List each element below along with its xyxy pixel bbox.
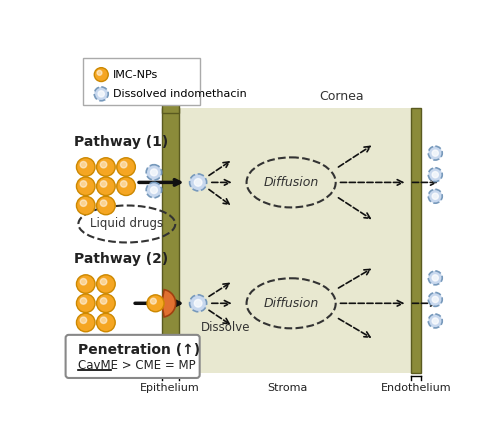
Circle shape xyxy=(76,196,95,215)
Circle shape xyxy=(80,200,86,206)
Circle shape xyxy=(94,68,108,81)
Text: Diffusion: Diffusion xyxy=(264,297,319,310)
Circle shape xyxy=(80,278,86,285)
FancyBboxPatch shape xyxy=(82,57,200,105)
Bar xyxy=(411,108,420,373)
Circle shape xyxy=(117,158,136,176)
Circle shape xyxy=(432,296,438,303)
Circle shape xyxy=(80,298,86,304)
Circle shape xyxy=(80,181,86,187)
Bar xyxy=(162,101,179,113)
Text: Penetration (↑): Penetration (↑) xyxy=(78,343,200,357)
Circle shape xyxy=(428,293,442,306)
Circle shape xyxy=(432,171,438,178)
Circle shape xyxy=(76,158,95,176)
Circle shape xyxy=(100,200,107,206)
Circle shape xyxy=(432,150,438,156)
Circle shape xyxy=(96,177,115,195)
Circle shape xyxy=(117,177,136,195)
Bar xyxy=(162,108,420,373)
Circle shape xyxy=(96,275,115,293)
Circle shape xyxy=(76,275,95,293)
Circle shape xyxy=(432,193,438,199)
Circle shape xyxy=(194,300,202,307)
Wedge shape xyxy=(162,290,175,317)
Circle shape xyxy=(96,196,115,215)
Circle shape xyxy=(190,295,206,312)
Circle shape xyxy=(432,318,438,324)
Circle shape xyxy=(432,275,438,281)
Circle shape xyxy=(428,168,442,182)
Circle shape xyxy=(147,295,164,312)
Circle shape xyxy=(76,177,95,195)
Text: Epithelium: Epithelium xyxy=(140,383,200,392)
Circle shape xyxy=(80,161,86,168)
Text: Dissolve: Dissolve xyxy=(200,321,250,334)
Circle shape xyxy=(120,181,127,187)
Circle shape xyxy=(96,313,115,332)
Text: Liquid drugs: Liquid drugs xyxy=(90,217,164,230)
Text: Cornea: Cornea xyxy=(319,90,364,103)
Ellipse shape xyxy=(246,157,336,207)
Circle shape xyxy=(146,165,162,180)
Circle shape xyxy=(150,298,156,304)
Text: Pathway (1): Pathway (1) xyxy=(74,135,168,149)
Bar xyxy=(162,108,179,373)
Circle shape xyxy=(96,158,115,176)
Text: CavME > CME = MP: CavME > CME = MP xyxy=(78,359,196,372)
Circle shape xyxy=(100,317,107,324)
Circle shape xyxy=(150,169,158,176)
Circle shape xyxy=(80,317,86,324)
Circle shape xyxy=(100,298,107,304)
Text: Diffusion: Diffusion xyxy=(264,176,319,189)
Circle shape xyxy=(120,161,127,168)
Circle shape xyxy=(98,91,104,97)
Circle shape xyxy=(76,313,95,332)
Circle shape xyxy=(94,87,108,101)
Circle shape xyxy=(146,183,162,198)
Circle shape xyxy=(96,294,115,312)
Ellipse shape xyxy=(246,278,336,328)
Circle shape xyxy=(100,278,107,285)
Circle shape xyxy=(150,187,158,194)
Text: Stroma: Stroma xyxy=(267,383,308,392)
Text: IMC-NPs: IMC-NPs xyxy=(113,69,158,80)
Text: Pathway (2): Pathway (2) xyxy=(74,252,168,267)
Circle shape xyxy=(76,294,95,312)
Circle shape xyxy=(194,179,202,186)
Circle shape xyxy=(428,146,442,160)
Circle shape xyxy=(100,161,107,168)
Circle shape xyxy=(428,189,442,203)
Circle shape xyxy=(190,174,206,191)
Text: Endothelium: Endothelium xyxy=(380,383,451,392)
Circle shape xyxy=(100,181,107,187)
Text: Dissolved indomethacin: Dissolved indomethacin xyxy=(113,89,246,99)
Circle shape xyxy=(97,70,102,75)
Circle shape xyxy=(428,314,442,328)
FancyBboxPatch shape xyxy=(66,335,200,378)
Circle shape xyxy=(428,271,442,285)
